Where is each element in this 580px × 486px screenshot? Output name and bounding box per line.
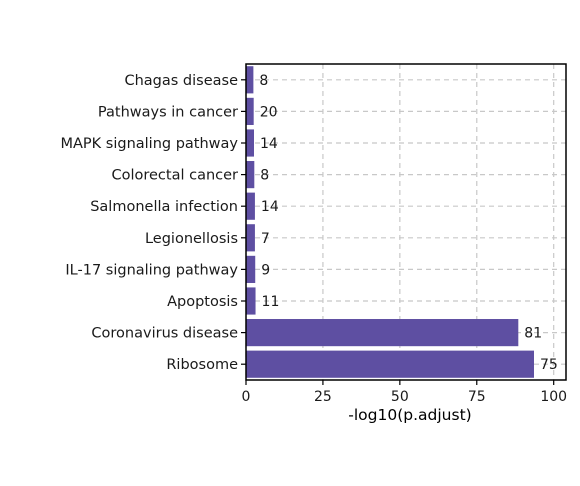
bar-count-label: 75 xyxy=(540,357,558,373)
bar-count-labels: 8 20 14 8 14 7 9 11 81 75 xyxy=(259,73,557,373)
bar xyxy=(246,192,255,220)
bar xyxy=(246,66,254,94)
x-axis-ticks: 0 25 50 75 100 xyxy=(241,79,567,405)
bar-count-label: 14 xyxy=(261,199,279,215)
bar-count-label: 20 xyxy=(260,104,278,120)
bar xyxy=(246,287,256,315)
bar xyxy=(246,129,254,157)
category-label: Legionellosis xyxy=(145,231,238,247)
bar-count-label: 81 xyxy=(524,326,542,342)
bar-count-label: 8 xyxy=(260,168,269,184)
category-label: Ribosome xyxy=(166,357,238,373)
category-labels: Chagas disease Pathways in cancer MAPK sig… xyxy=(60,73,238,373)
x-axis-title: -log10(p.adjust) xyxy=(348,406,471,424)
x-tick-label: 75 xyxy=(468,389,486,405)
bar xyxy=(246,224,255,252)
category-label: Apoptosis xyxy=(167,294,238,310)
bars xyxy=(246,66,534,378)
bar-count-label: 14 xyxy=(260,136,278,152)
category-label: Colorectal cancer xyxy=(111,168,238,184)
bar-count-label: 8 xyxy=(259,73,268,89)
category-label: MAPK signaling pathway xyxy=(60,136,238,152)
category-label: IL-17 signaling pathway xyxy=(65,262,238,278)
x-tick-label: 0 xyxy=(242,389,251,405)
bar xyxy=(246,97,254,125)
category-label: Salmonella infection xyxy=(90,199,238,215)
x-tick-label: 25 xyxy=(314,389,332,405)
bar xyxy=(246,255,256,283)
plot-panel-border xyxy=(245,63,567,381)
bar-count-label: 9 xyxy=(261,262,270,278)
bar-count-label: 7 xyxy=(261,231,270,247)
x-tick-label: 100 xyxy=(540,389,567,405)
category-label: Chagas disease xyxy=(124,73,238,89)
bar xyxy=(246,319,519,347)
bar-count-label: 11 xyxy=(262,294,280,310)
bar xyxy=(246,161,255,189)
category-label: Coronavirus disease xyxy=(91,326,238,342)
x-tick-label: 50 xyxy=(391,389,409,405)
bar xyxy=(246,350,534,378)
category-label: Pathways in cancer xyxy=(98,104,238,120)
